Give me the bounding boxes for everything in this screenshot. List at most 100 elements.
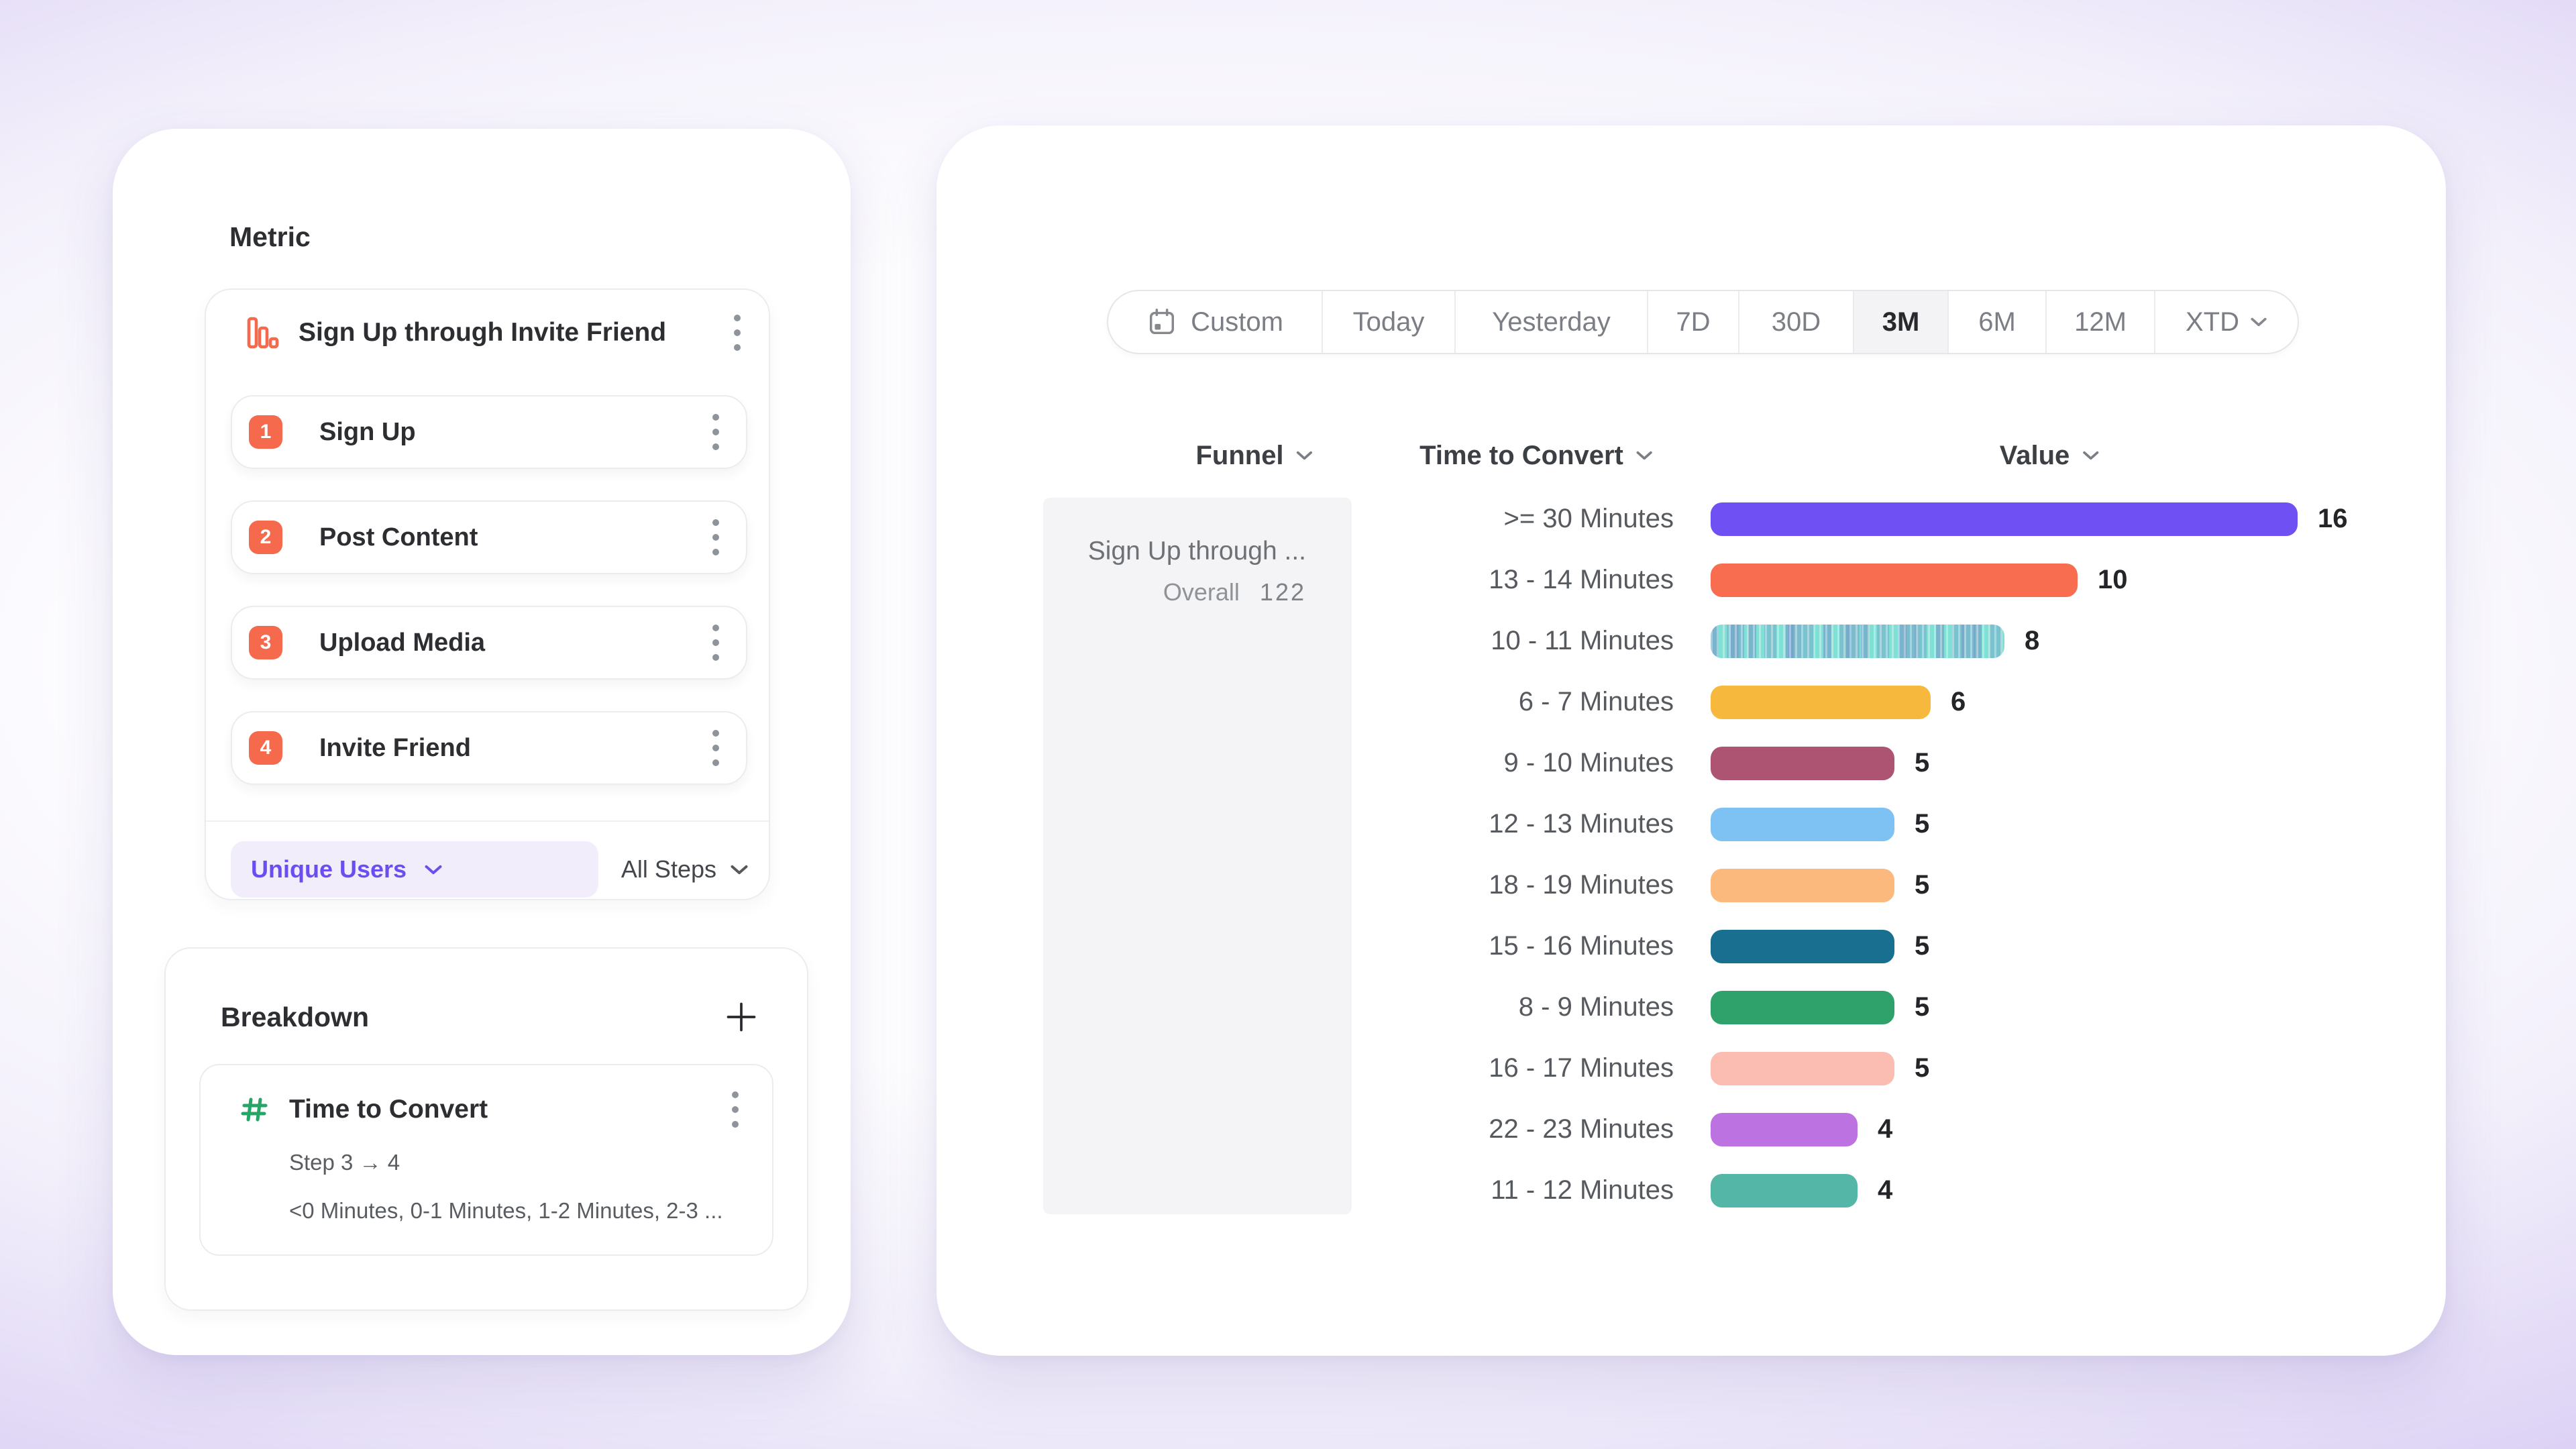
bar-segment[interactable] <box>1711 624 2004 658</box>
time-range-option-3m[interactable]: 3M <box>1853 291 1947 353</box>
funnel-result-name: Sign Up through ... <box>1087 537 1306 566</box>
time-range-option-7d[interactable]: 7D <box>1647 291 1738 353</box>
time-range-picker: Custom Today Yesterday 7D 30D 3M 6M 12M XTD <box>1107 290 2299 354</box>
step-label: Post Content <box>319 523 478 551</box>
time-range-option-label: 6M <box>1978 307 2016 337</box>
bar-category-label: 15 - 16 Minutes <box>1489 931 1674 961</box>
bar-segment[interactable] <box>1711 807 1894 841</box>
bar-value-label: 5 <box>1915 931 1930 961</box>
bar-category-label: >= 30 Minutes <box>1503 504 1674 533</box>
bar-value-label: 5 <box>1915 809 1930 839</box>
bar-category-label: 10 - 11 Minutes <box>1491 626 1674 655</box>
bar-value-label: 8 <box>2025 626 2040 655</box>
step-number-badge: 3 <box>249 626 282 659</box>
time-range-option-6m[interactable]: 6M <box>1947 291 2045 353</box>
time-range-option-label: Yesterday <box>1492 307 1611 337</box>
chevron-down-icon <box>730 864 749 875</box>
bar-segment[interactable] <box>1711 868 1894 902</box>
kebab-menu-icon[interactable] <box>711 729 720 767</box>
funnel-step-row[interactable]: 2 Post Content <box>231 500 747 574</box>
measurement-dropdown[interactable]: Unique Users <box>231 841 598 898</box>
bar-row: 10 - 11 Minutes 8 <box>936 610 2446 672</box>
overall-value: 122 <box>1259 578 1306 606</box>
bar-category-label: 11 - 12 Minutes <box>1491 1175 1674 1205</box>
time-range-option-today[interactable]: Today <box>1322 291 1454 353</box>
time-range-option-xtd[interactable]: XTD <box>2154 291 2298 353</box>
bar-category-label: 6 - 7 Minutes <box>1518 687 1674 716</box>
time-range-option-yesterday[interactable]: Yesterday <box>1454 291 1647 353</box>
bar-row: 13 - 14 Minutes 10 <box>936 549 2446 610</box>
time-range-option-label: Today <box>1352 307 1425 337</box>
bar-category-label: 9 - 10 Minutes <box>1503 748 1674 777</box>
chevron-down-icon <box>2250 317 2267 327</box>
kebab-menu-icon[interactable] <box>711 413 720 451</box>
kebab-menu-icon[interactable] <box>733 313 742 352</box>
time-range-option-label: 12M <box>2074 307 2127 337</box>
steps-scope-dropdown[interactable]: All Steps <box>621 855 749 883</box>
funnel-step-row[interactable]: 1 Sign Up <box>231 395 747 469</box>
overall-label: Overall <box>1163 578 1240 606</box>
metric-section-title: Metric <box>229 221 311 252</box>
bar-segment[interactable] <box>1711 1051 1894 1085</box>
column-header-value[interactable]: Value <box>2000 435 2100 476</box>
funnel-step-row[interactable]: 3 Upload Media <box>231 606 747 680</box>
bar-row: 8 - 9 Minutes 5 <box>936 977 2446 1038</box>
bar-category-label: 22 - 23 Minutes <box>1489 1114 1674 1144</box>
metric-card: Sign Up through Invite Friend 1 Sign Up 2 P… <box>205 288 770 900</box>
bar-row: 11 - 12 Minutes 4 <box>936 1160 2446 1221</box>
bar-segment[interactable] <box>1711 1112 1858 1146</box>
column-header-breakdown[interactable]: Time to Convert <box>1419 435 1653 476</box>
chevron-down-icon <box>1296 450 1313 461</box>
time-range-option-12m[interactable]: 12M <box>2045 291 2154 353</box>
time-range-option-30d[interactable]: 30D <box>1738 291 1853 353</box>
funnel-steps: 1 Sign Up 2 Post Content 3 Upload Media 4 Invit… <box>231 395 747 816</box>
step-number-badge: 2 <box>249 521 282 554</box>
funnel-step-row[interactable]: 4 Invite Friend <box>231 711 747 785</box>
time-range-option-custom[interactable]: Custom <box>1108 291 1322 353</box>
column-header-funnel[interactable]: Funnel <box>1195 435 1313 476</box>
chevron-down-icon <box>424 864 443 875</box>
bar-segment[interactable] <box>1711 990 1894 1024</box>
bar-value-label: 10 <box>2098 565 2128 594</box>
bar-category-label: 16 - 17 Minutes <box>1489 1053 1674 1083</box>
bar-category-label: 8 - 9 Minutes <box>1518 992 1674 1022</box>
bar-value-label: 5 <box>1915 870 1930 900</box>
funnel-name: Sign Up through Invite Friend <box>299 318 667 347</box>
kebab-menu-icon[interactable] <box>731 1090 740 1129</box>
step-label: Upload Media <box>319 628 486 657</box>
breakdown-item[interactable]: Time to Convert Step 3 → 4 <0 Minutes, 0… <box>199 1064 773 1256</box>
add-breakdown-button[interactable] <box>724 1000 759 1034</box>
bar-category-label: 12 - 13 Minutes <box>1489 809 1674 839</box>
bar-segment[interactable] <box>1711 1173 1858 1208</box>
step-number-badge: 1 <box>249 415 282 449</box>
funnel-result-cell[interactable]: Sign Up through ... Overall 122 <box>1043 498 1352 1214</box>
time-range-option-label: Custom <box>1191 307 1283 337</box>
bar-segment[interactable] <box>1711 929 1894 963</box>
bar-value-label: 16 <box>2318 504 2348 533</box>
kebab-menu-icon[interactable] <box>711 518 720 557</box>
chevron-down-icon <box>1635 450 1653 461</box>
metric-footer-divider <box>206 820 769 822</box>
bar-segment[interactable] <box>1711 563 2078 597</box>
chevron-down-icon <box>2082 450 2099 461</box>
bar-row: 16 - 17 Minutes 5 <box>936 1038 2446 1099</box>
calendar-icon <box>1146 307 1177 337</box>
kebab-menu-icon[interactable] <box>711 623 720 662</box>
bar-value-label: 5 <box>1915 1053 1930 1083</box>
time-range-option-label: 7D <box>1676 307 1711 337</box>
bar-segment[interactable] <box>1711 502 2298 536</box>
funnel-metric-header[interactable]: Sign Up through Invite Friend <box>245 307 742 358</box>
column-header-value-label: Value <box>1999 440 2070 470</box>
column-header-breakdown-label: Time to Convert <box>1419 440 1623 470</box>
bar-row: 6 - 7 Minutes 6 <box>936 672 2446 733</box>
bar-chart-icon <box>245 315 281 351</box>
bar-row: 15 - 16 Minutes 5 <box>936 916 2446 977</box>
bar-value-label: 4 <box>1878 1175 1893 1205</box>
bar-segment[interactable] <box>1711 746 1894 780</box>
bar-segment[interactable] <box>1711 685 1931 719</box>
time-range-option-label: 30D <box>1771 307 1821 337</box>
bar-row: >= 30 Minutes 16 <box>936 488 2446 549</box>
bar-value-label: 4 <box>1878 1114 1893 1144</box>
results-panel: Custom Today Yesterday 7D 30D 3M 6M 12M XTD Funn… <box>936 125 2446 1356</box>
breakdown-property-name: Time to Convert <box>289 1095 488 1124</box>
